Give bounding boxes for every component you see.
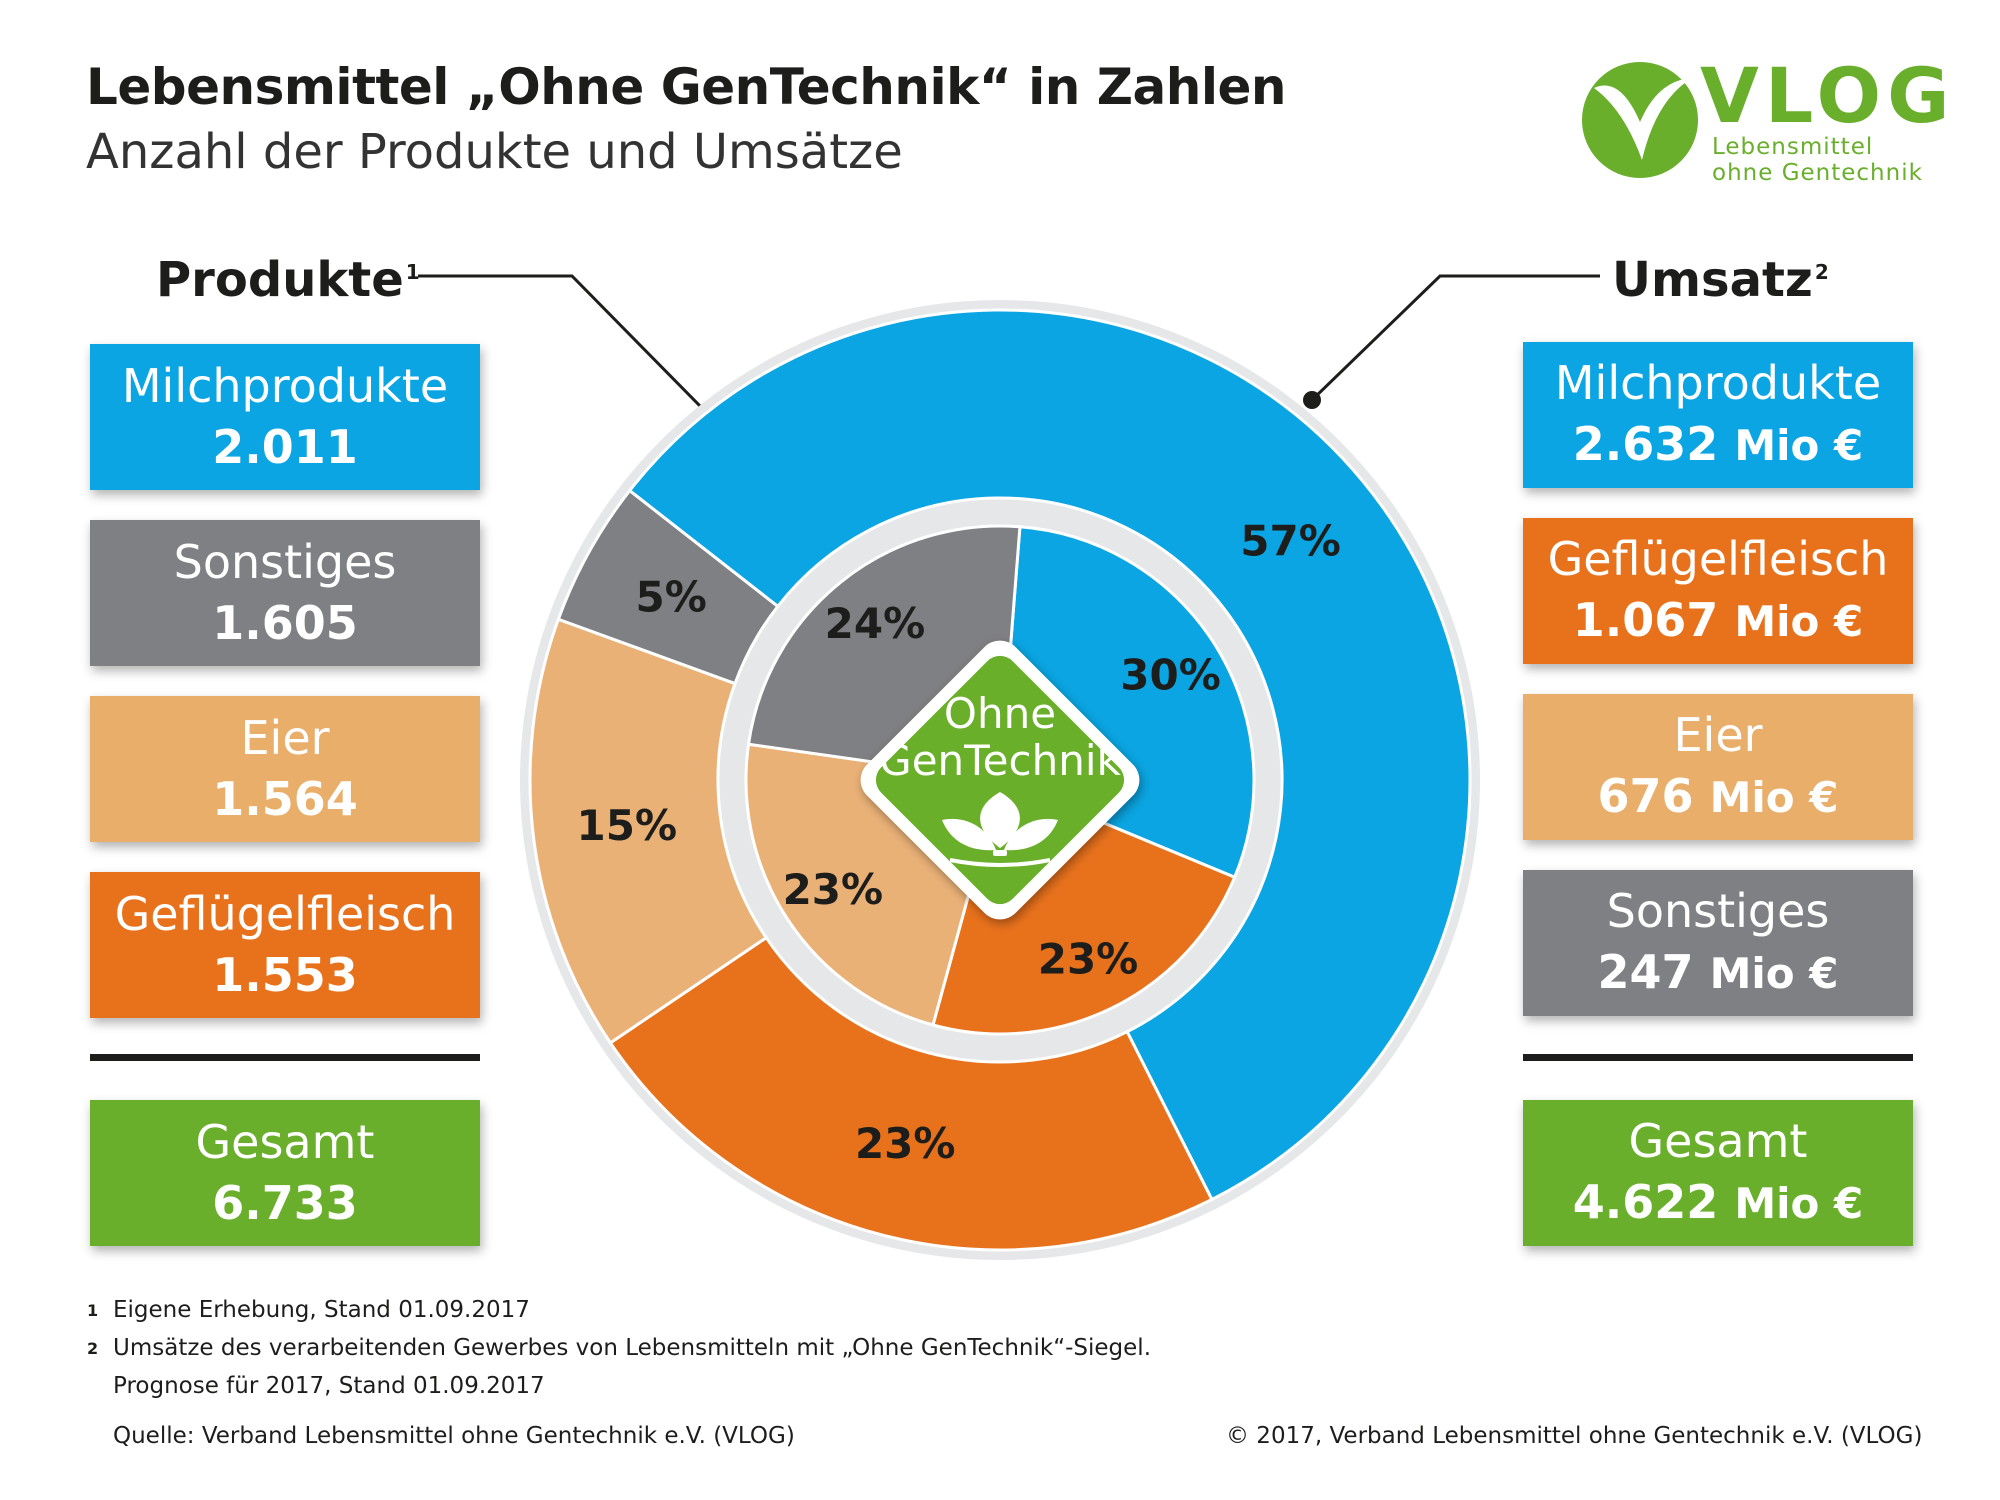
card-value: 2.632 Mio € xyxy=(1572,417,1864,471)
donut-chart: 30% 23% 23% 24% 57% 23% 15% 5% Ohne GenTechnik xyxy=(520,300,1480,1260)
source-note: Quelle: Verband Lebensmittel ohne Gentec… xyxy=(113,1423,795,1449)
inner-slice-label-geflügelfleisch: 23% xyxy=(1038,935,1139,984)
seal-line-2: GenTechnik xyxy=(879,736,1121,785)
card-value: 6.733 xyxy=(212,1176,358,1230)
card-value: 2.011 xyxy=(212,420,358,474)
card-label: Milchprodukte xyxy=(1554,356,1882,410)
outer-slice-milchprodukte xyxy=(627,308,1472,1202)
slice-labels: 30% 23% 23% 24% 57% 23% 15% 5% xyxy=(577,516,1341,1168)
produkte-card-milchprodukte: Milchprodukte 2.011 xyxy=(90,344,480,490)
outer-slice-label-milchprodukte: 57% xyxy=(1240,516,1341,565)
umsatz-card-gesamt: Gesamt 4.622 Mio € xyxy=(1523,1100,1913,1246)
card-value: 676 Mio € xyxy=(1597,769,1839,823)
umsatz-card-milchprodukte: Milchprodukte 2.632 Mio € xyxy=(1523,342,1913,488)
umsatz-card-sonstiges: Sonstiges 247 Mio € xyxy=(1523,870,1913,1016)
vlog-logo-icon xyxy=(1582,62,1698,178)
card-label: Milchprodukte xyxy=(121,359,449,413)
footnote-2: 2 Umsätze des verarbeitenden Gewerbes von… xyxy=(87,1335,1151,1361)
plant-icon xyxy=(942,792,1058,867)
umsatz-card-gefluegelfleisch: Geflügelfleisch 1.067 Mio € xyxy=(1523,518,1913,664)
inner-slice-label-eier: 23% xyxy=(783,865,884,914)
outer-slice-eier xyxy=(528,617,769,1045)
card-value: 1.605 xyxy=(212,596,358,650)
copyright-note: © 2017, Verband Lebensmittel ohne Gentec… xyxy=(1226,1423,1923,1449)
card-label: Gesamt xyxy=(195,1115,375,1169)
card-label: Sonstiges xyxy=(1606,884,1830,938)
seal-line-1: Ohne xyxy=(944,689,1056,738)
umsatz-heading: Umsatz 2 xyxy=(1612,252,1829,308)
outer-ring-umsatz xyxy=(528,308,1472,1252)
outer-slice-label-eier: 15% xyxy=(577,801,678,850)
card-label: Gesamt xyxy=(1628,1114,1808,1168)
card-label: Geflügelfleisch xyxy=(114,887,456,941)
outer-slice-label-sonstiges: 5% xyxy=(635,573,706,622)
card-value: 1.564 xyxy=(212,772,358,826)
produkte-heading: Produkte 1 xyxy=(156,252,420,308)
produkte-card-gesamt: Gesamt 6.733 xyxy=(90,1100,480,1246)
divider xyxy=(1523,1054,1913,1061)
page-subtitle: Anzahl der Produkte und Umsätze xyxy=(86,124,903,180)
card-value: 247 Mio € xyxy=(1597,945,1839,999)
outer-slice-label-geflügelfleisch: 23% xyxy=(855,1119,956,1168)
card-value: 1.553 xyxy=(212,948,358,1002)
page-title: Lebensmittel „Ohne GenTechnik“ in Zahlen xyxy=(86,58,1287,116)
umsatz-connector xyxy=(1310,274,1600,402)
card-value: 1.067 Mio € xyxy=(1572,593,1864,647)
ohne-gentechnik-seal xyxy=(860,640,1140,920)
footnote-1: 1 Eigene Erhebung, Stand 01.09.2017 xyxy=(87,1297,530,1323)
produkte-card-gefluegelfleisch: Geflügelfleisch 1.553 xyxy=(90,872,480,1018)
card-label: Eier xyxy=(1673,708,1763,762)
inner-slice-label-milchprodukte: 30% xyxy=(1120,651,1221,700)
inner-slice-label-sonstiges: 24% xyxy=(825,599,926,648)
card-label: Geflügelfleisch xyxy=(1547,532,1889,586)
outer-slice-geflügelfleisch xyxy=(608,935,1214,1252)
footnote-2-cont: Prognose für 2017, Stand 01.09.2017 xyxy=(113,1373,545,1399)
umsatz-connector-dot xyxy=(1303,391,1321,409)
card-label: Eier xyxy=(240,711,330,765)
outer-slice-sonstiges xyxy=(556,488,780,686)
card-value: 4.622 Mio € xyxy=(1572,1175,1864,1229)
logo-tagline-1: Lebensmittel xyxy=(1712,134,1874,160)
umsatz-card-eier: Eier 676 Mio € xyxy=(1523,694,1913,840)
produkte-card-sonstiges: Sonstiges 1.605 xyxy=(90,520,480,666)
divider xyxy=(90,1054,480,1061)
logo-tagline-2: ohne Gentechnik xyxy=(1712,160,1923,186)
card-label: Sonstiges xyxy=(173,535,397,589)
logo-wordmark: VLOG xyxy=(1700,51,1956,140)
produkte-card-eier: Eier 1.564 xyxy=(90,696,480,842)
